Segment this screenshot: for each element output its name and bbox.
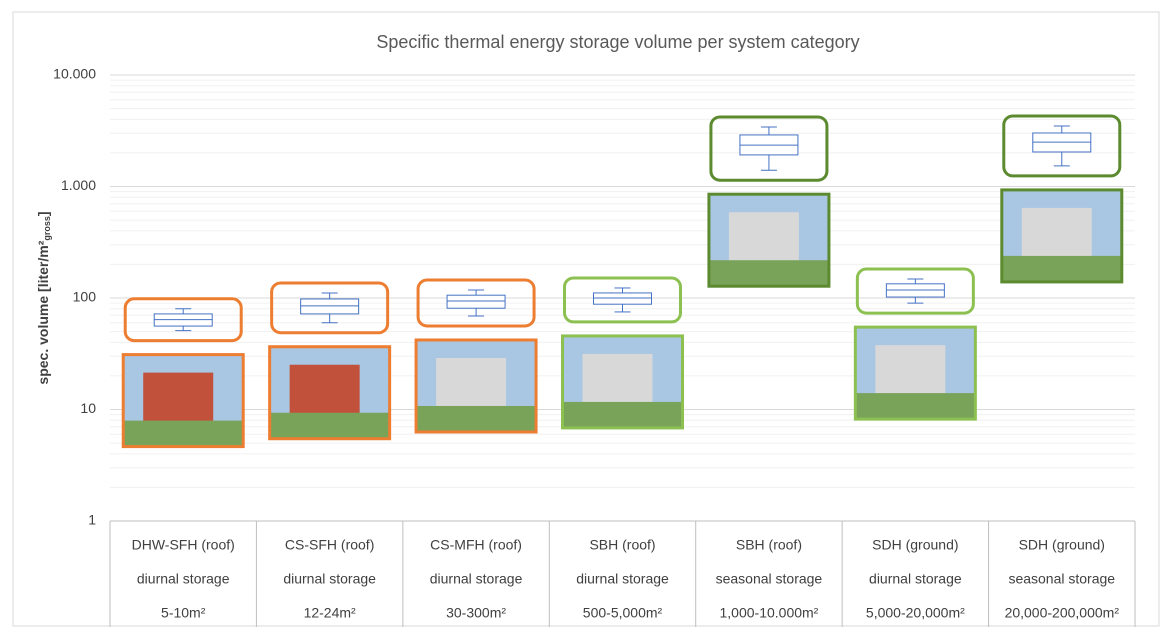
x-tick-label: 12-24m² xyxy=(304,605,356,621)
x-tick-label: SBH (roof) xyxy=(736,537,802,553)
box xyxy=(301,299,359,314)
photo-ground xyxy=(563,402,683,428)
y-tick-label: 10 xyxy=(80,400,96,416)
photo-ground xyxy=(270,413,390,439)
x-tick-label: DHW-SFH (roof) xyxy=(132,537,235,553)
photo-ground xyxy=(709,260,829,286)
x-tick-label: 5-10m² xyxy=(161,605,206,621)
photo-building xyxy=(1022,208,1092,260)
x-tick-label: 20,000-200,000m² xyxy=(1005,605,1120,621)
y-label-sub: gross xyxy=(42,216,52,241)
y-tick-label: 10.000 xyxy=(53,66,96,82)
x-tick-label: SDH (ground) xyxy=(1019,537,1105,553)
y-label-end: ] xyxy=(35,211,51,216)
y-tick-label: 1 xyxy=(88,512,96,528)
x-tick-label: SDH (ground) xyxy=(872,537,958,553)
x-tick-label: CS-SFH (roof) xyxy=(285,537,374,553)
photo-ground xyxy=(416,406,536,432)
x-tick-label: 5,000-20,000m² xyxy=(866,605,965,621)
x-tick-label: CS-MFH (roof) xyxy=(430,537,522,553)
x-tick-label: seasonal storage xyxy=(1008,571,1115,587)
photo-ground xyxy=(855,393,975,419)
chart-title: Specific thermal energy storage volume p… xyxy=(376,32,859,52)
x-tick-label: diurnal storage xyxy=(869,571,962,587)
y-label-main: spec. volume [liter/m² xyxy=(35,240,51,384)
x-tick-label: SBH (roof) xyxy=(589,537,655,553)
y-tick-label: 100 xyxy=(73,289,97,305)
photo-building xyxy=(290,365,360,417)
x-tick-label: 1,000-10.000m² xyxy=(720,605,819,621)
photo-ground xyxy=(123,421,243,447)
photo-building xyxy=(143,373,213,425)
x-tick-label: diurnal storage xyxy=(576,571,669,587)
x-tick-label: 500-5,000m² xyxy=(583,605,663,621)
photo-building xyxy=(583,354,653,406)
photo-ground xyxy=(1002,256,1122,282)
page: Specific thermal energy storage volume p… xyxy=(0,0,1165,627)
x-tick-label: 30-300m² xyxy=(446,605,506,621)
photo-building xyxy=(729,212,799,264)
y-tick-label: 1.000 xyxy=(61,177,96,193)
x-tick-label: diurnal storage xyxy=(283,571,376,587)
photo-building xyxy=(436,358,506,410)
box xyxy=(447,295,505,308)
x-tick-label: seasonal storage xyxy=(716,571,823,587)
x-tick-label: diurnal storage xyxy=(137,571,230,587)
photo-building xyxy=(875,345,945,397)
x-tick-label: diurnal storage xyxy=(430,571,523,587)
chart: Specific thermal energy storage volume p… xyxy=(0,0,1165,627)
box xyxy=(594,293,652,304)
